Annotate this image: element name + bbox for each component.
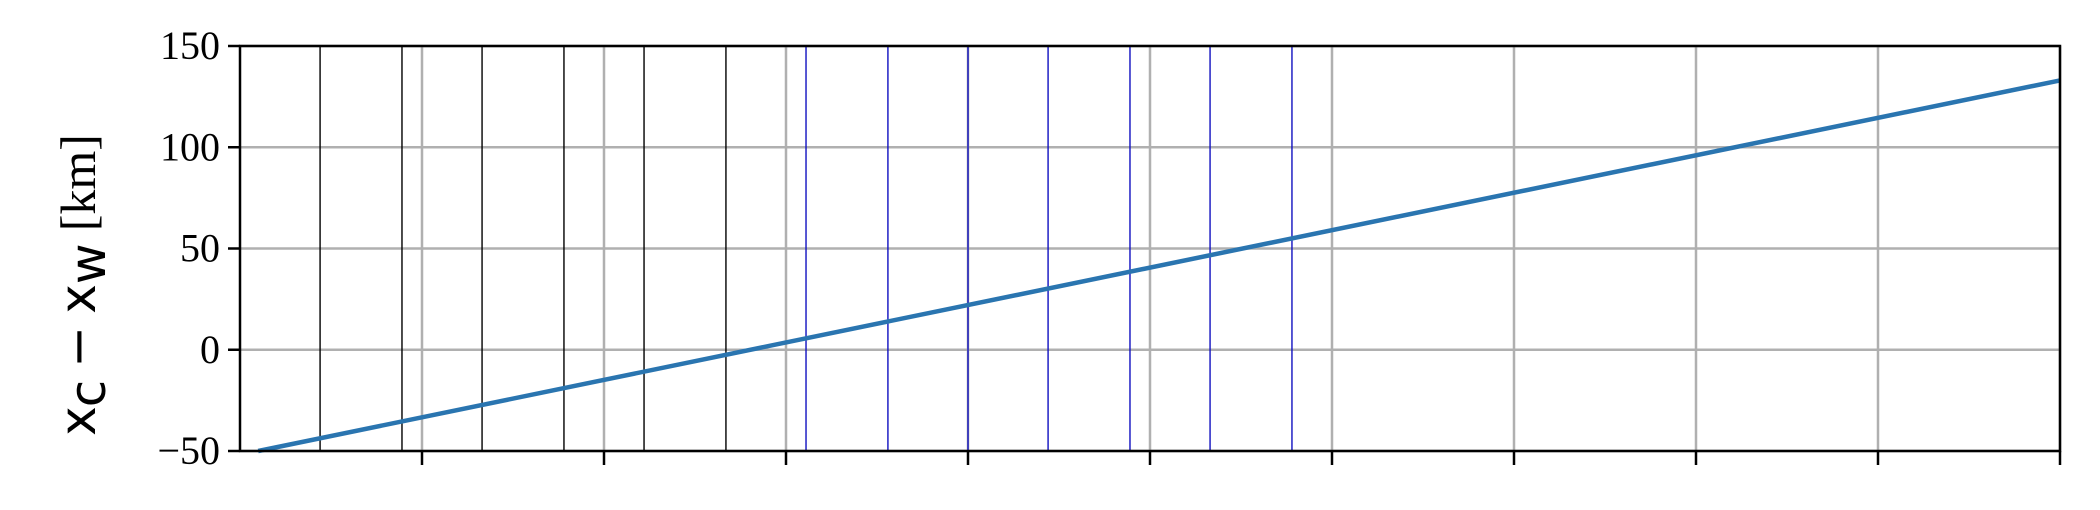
ylabel-minus: − xyxy=(49,326,107,368)
vline-layer xyxy=(319,46,1293,451)
ylabel-unit: [km] xyxy=(50,134,106,231)
y-tick-label: 100 xyxy=(160,124,220,169)
series-line xyxy=(257,78,2061,454)
y-tick-label: 50 xyxy=(180,226,220,271)
ylabel-prefix2: x xyxy=(49,284,107,314)
y-axis-label: xc−xw[km] xyxy=(49,134,117,436)
y-axis-label-text: xc−xw[km] xyxy=(49,134,117,436)
series-layer xyxy=(257,78,2061,454)
grid-layer xyxy=(240,44,2062,453)
ylabel-sub1: c xyxy=(59,380,117,408)
tick-layer: −50 0 50 100 150 xyxy=(157,23,2062,473)
ylabel-prefix: x xyxy=(49,407,107,436)
ylabel-sub2: w xyxy=(59,243,117,284)
y-tick-label: −50 xyxy=(157,428,220,473)
y-tick-label: 0 xyxy=(200,327,220,372)
y-tick-label: 150 xyxy=(160,23,220,68)
